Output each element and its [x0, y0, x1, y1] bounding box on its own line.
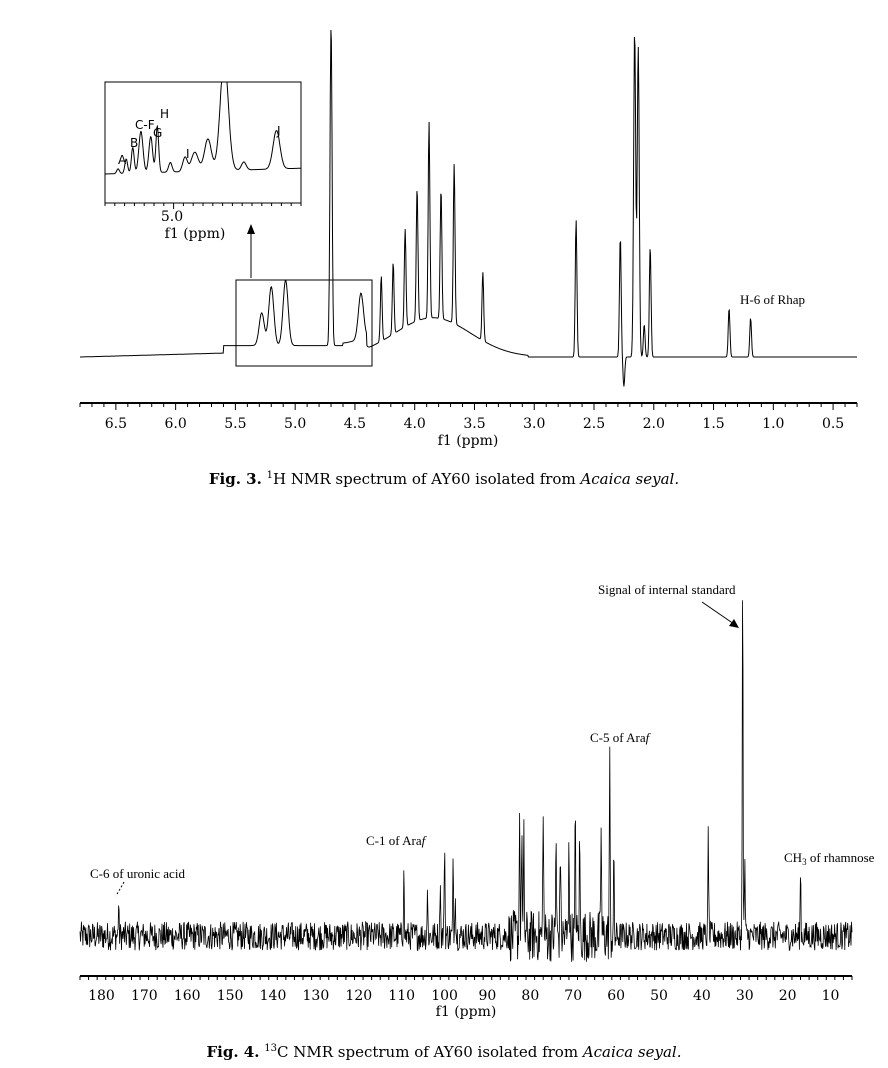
c13-annotation-c6-uronic-acid: C-6 of uronic acid	[90, 866, 185, 881]
h1-inset-x-label: f1 (ppm)	[165, 226, 226, 242]
inset-peak-label-c-f: C-F	[135, 118, 155, 132]
c13-tick-label: 170	[131, 988, 158, 1004]
fig3-caption: Fig. 3. 1H NMR spectrum of AY60 isolated…	[0, 470, 888, 488]
h1-x-axis-label: f1 (ppm)	[438, 433, 499, 449]
fig3-caption-label: Fig. 3.	[208, 470, 262, 488]
c13-annotation-c5-araf: C-5 of Araf	[590, 730, 652, 745]
h1-tick-label: 1.5	[702, 416, 724, 432]
c13-annotation-ch3-rhamnose: CH3 of rhamnose	[784, 850, 875, 867]
fig3-caption-species: Acaica seyal.	[580, 470, 680, 488]
c13-annotation-internal-standard: Signal of internal standard	[598, 582, 736, 597]
c13-tick-label: 50	[650, 988, 668, 1004]
c13-x-axis-label: f1 (ppm)	[436, 1004, 497, 1020]
h1-inset: 5.0 f1 (ppm) A B C-F G H I J	[104, 81, 302, 242]
c13-tick-label: 20	[779, 988, 797, 1004]
c13-internal-standard-arrow	[701, 601, 735, 625]
c13-tick-label: 130	[303, 988, 330, 1004]
h1-tick-label: 1.0	[762, 416, 784, 432]
h1-annotation-h6-rhap: H-6 of Rhap	[740, 292, 805, 307]
h1-tick-label: 2.5	[583, 416, 605, 432]
h1-tick-label: 4.0	[404, 416, 426, 432]
inset-peak-label-a: A	[118, 153, 127, 167]
h1-tick-label: 6.0	[164, 416, 186, 432]
c13-x-ticks: 180 170 160 150 140 130 120 110 100 90 80 70 60 50 40 3…	[79, 976, 853, 1004]
h1-tick-label: 5.5	[224, 416, 246, 432]
h1-tick-label: 6.5	[105, 416, 127, 432]
fig4-caption-label: Fig. 4.	[206, 1043, 260, 1061]
c13-tick-label: 150	[217, 988, 244, 1004]
fig3-caption-sup: 1	[266, 470, 273, 481]
c13-tick-label: 10	[822, 988, 840, 1004]
c13-tick-label: 40	[693, 988, 711, 1004]
h1-inset-ticks	[104, 203, 302, 209]
h1-tick-label: 4.5	[344, 416, 366, 432]
c13-tick-label: 100	[431, 988, 458, 1004]
fig4-caption: Fig. 4. 13C NMR spectrum of AY60 isolate…	[0, 1043, 888, 1061]
fig4-caption-species: Acaica seyal.	[582, 1043, 682, 1061]
c13-tick-label: 110	[388, 988, 415, 1004]
h1-tick-label: 2.0	[643, 416, 665, 432]
c13-tick-label: 140	[260, 988, 287, 1004]
inset-peak-label-j: J	[276, 124, 281, 138]
c13-tick-label: 60	[607, 988, 625, 1004]
c13-tick-label: 30	[736, 988, 754, 1004]
fig4-caption-sup: 13	[264, 1043, 277, 1054]
c13-spectrum-chart: 180 170 160 150 140 130 120 110 100 90 80 70 60 50 40 3…	[79, 582, 875, 1020]
inset-peak-label-b: B	[130, 136, 138, 150]
h1-tick-label: 0.5	[822, 416, 844, 432]
h1-tick-label: 5.0	[284, 416, 306, 432]
c13-spectrum-trace	[79, 600, 853, 962]
c13-tick-label: 90	[479, 988, 497, 1004]
h1-inset-arrowhead	[247, 224, 255, 234]
c13-tick-label: 180	[88, 988, 115, 1004]
inset-peak-label-h: H	[160, 107, 169, 121]
h1-zoom-region-box	[235, 279, 373, 367]
c13-tick-label: 120	[345, 988, 372, 1004]
h1-spectrum-trace	[80, 29, 857, 387]
c13-internal-standard-arrowhead	[729, 619, 739, 628]
c13-tick-label: 70	[564, 988, 582, 1004]
fig3-caption-text: H NMR spectrum of AY60 isolated from	[273, 470, 581, 488]
c13-uronic-acid-arrow	[115, 881, 125, 897]
c13-tick-label: 160	[174, 988, 201, 1004]
h1-inset-tick-label: 5.0	[161, 209, 183, 225]
h1-tick-label: 3.5	[463, 416, 485, 432]
h1-spectrum-chart: 6.5 6.0 5.5 5.0 4.5 4.0 3.5 3.0 2.5 2.0 1.5 1.0 0.5 …	[79, 29, 858, 449]
c13-annotation-c1-araf: C-1 of Araf	[366, 833, 428, 848]
h1-inset-trace	[105, 81, 302, 175]
fig4-caption-text: C NMR spectrum of AY60 isolated from	[276, 1043, 583, 1061]
inset-peak-label-g: G	[153, 126, 162, 140]
c13-tick-label: 80	[521, 988, 539, 1004]
inset-peak-label-i: I	[186, 147, 190, 161]
h1-x-ticks: 6.5 6.0 5.5 5.0 4.5 4.0 3.5 3.0 2.5 2.0 1.5 1.0 0.5	[79, 403, 858, 432]
h1-tick-label: 3.0	[523, 416, 545, 432]
